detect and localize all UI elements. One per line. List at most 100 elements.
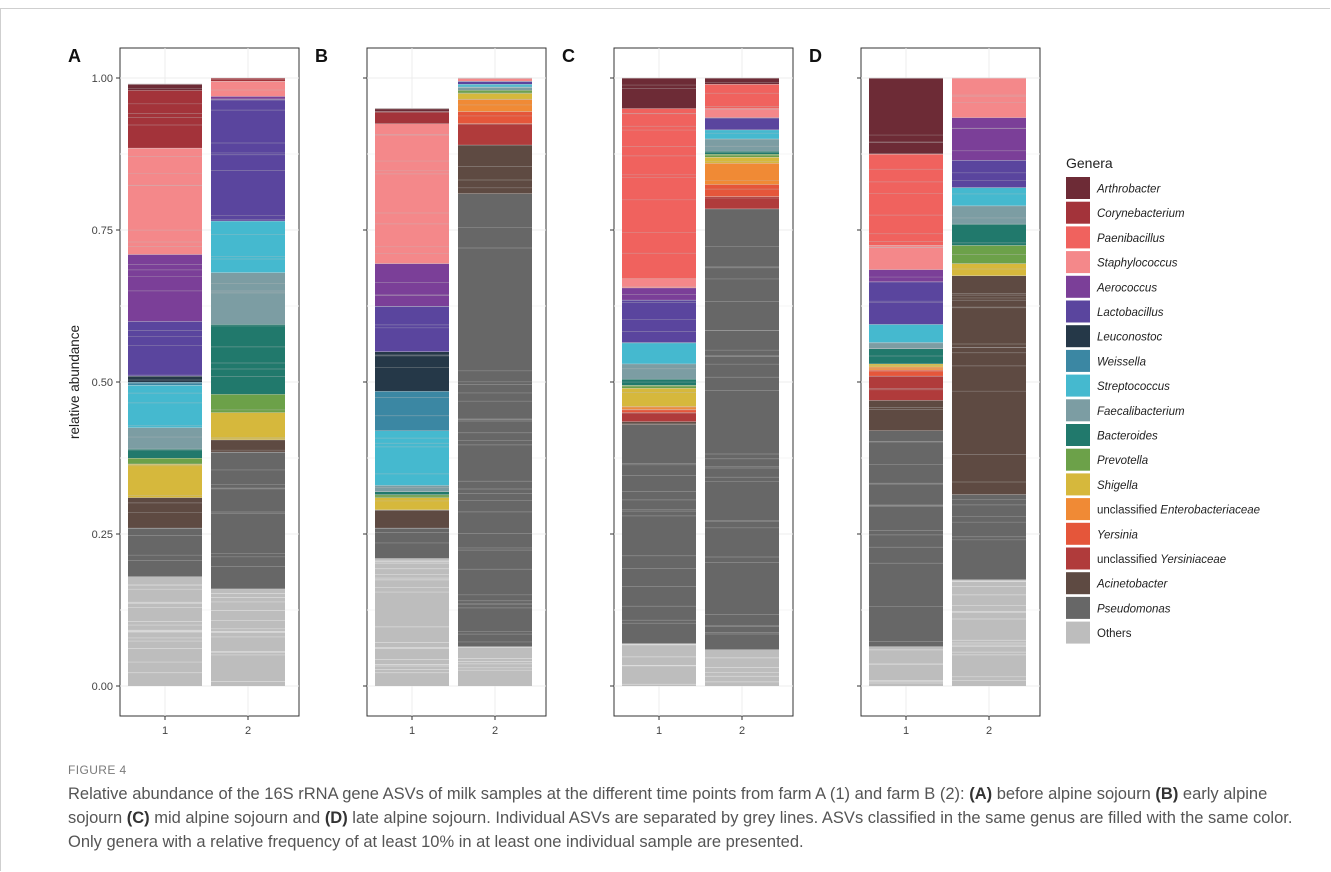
bar-1 <box>128 83 202 686</box>
legend-label: Lactobacillus <box>1097 307 1164 319</box>
legend-label: Faecalibacterium <box>1097 406 1185 418</box>
legend-label-name: Weissella <box>1097 356 1146 368</box>
legend-item: Leuconostoc <box>1066 325 1162 348</box>
bar-segment <box>211 78 285 82</box>
bar-segment <box>705 184 779 197</box>
caption-panel-ref: (D) <box>324 809 348 827</box>
bar-segment <box>952 205 1026 224</box>
bar-segment <box>705 163 779 185</box>
bar-segment <box>869 245 943 270</box>
legend-label: Leuconostoc <box>1097 332 1162 344</box>
legend-label-name: Corynebacterium <box>1097 208 1185 220</box>
legend-label-name: Bacteroides <box>1097 431 1158 443</box>
bar-segment <box>705 150 779 154</box>
legend-label: unclassified Enterobacteriaceae <box>1097 505 1260 517</box>
legend-label-name: Pseudomonas <box>1097 603 1171 615</box>
bar-segment <box>375 108 449 112</box>
bar-segment <box>458 193 532 647</box>
bar-segment <box>211 451 285 589</box>
bar-segment <box>869 154 943 246</box>
bar-segment <box>458 123 532 145</box>
bar-segment <box>211 588 285 686</box>
x-tick-label: 2 <box>739 725 745 737</box>
legend-label-prefix: unclassified <box>1097 554 1160 566</box>
bar-segment <box>211 324 285 395</box>
legend-swatch <box>1066 547 1090 570</box>
bar-1 <box>869 77 943 686</box>
bar-segment <box>869 366 943 370</box>
bar-segment <box>952 245 1026 264</box>
legend-swatch <box>1066 251 1090 274</box>
legend-title: Genera <box>1066 155 1113 171</box>
legend-swatch <box>1066 349 1090 372</box>
legend-label: Shigella <box>1097 480 1138 492</box>
bar-segment <box>375 485 449 492</box>
bar-segment <box>211 412 285 440</box>
legend-item: Pseudomonas <box>1066 596 1171 619</box>
bar-segment <box>869 342 943 349</box>
legend-label-name: Yersinia <box>1097 529 1138 541</box>
bar-segment <box>705 157 779 164</box>
bar-segment <box>869 363 943 367</box>
bar-segment <box>869 324 943 343</box>
legend-item: Lactobacillus <box>1066 300 1164 323</box>
legend-swatch <box>1066 177 1090 199</box>
legend: Genera Arthrobacter Corynebacterium Paeniba… <box>1066 155 1260 644</box>
legend-label: Aerococcus <box>1096 282 1157 294</box>
bar-segment <box>869 348 943 364</box>
bar-segment <box>705 117 779 130</box>
panel-label: C <box>562 46 575 66</box>
y-tick-label: 0.50 <box>92 377 113 389</box>
bar-segment <box>622 424 696 644</box>
bar-1 <box>622 77 696 686</box>
bar-segment <box>375 263 449 306</box>
legend-label: Streptococcus <box>1097 381 1170 393</box>
bar-segment <box>622 412 696 422</box>
bar-segment <box>375 497 449 510</box>
x-tick-label: 1 <box>656 725 662 737</box>
legend-label: unclassified Yersiniaceae <box>1097 554 1226 566</box>
legend-label-name: Arthrobacter <box>1096 184 1161 196</box>
bar-segment <box>375 558 449 686</box>
x-tick-label: 1 <box>409 725 415 737</box>
bar-segment <box>458 646 532 686</box>
legend-label-name: Staphylococcus <box>1097 258 1178 270</box>
bar-segment <box>952 223 1026 246</box>
bar-segment <box>458 87 532 91</box>
legend-swatch <box>1066 300 1090 323</box>
legend-swatch <box>1066 522 1090 545</box>
bar-2 <box>705 77 779 686</box>
legend-item: unclassified Enterobacteriaceae <box>1066 498 1260 521</box>
bar-2 <box>458 77 532 686</box>
legend-swatch <box>1066 201 1090 224</box>
legend-label: Pseudomonas <box>1097 603 1171 615</box>
bar-segment <box>128 464 202 498</box>
legend-label: Corynebacterium <box>1097 208 1185 220</box>
legend-label: Paenibacillus <box>1097 233 1165 245</box>
bar-segment <box>622 78 696 109</box>
legend-swatch <box>1066 374 1090 397</box>
bar-segment <box>458 84 532 88</box>
legend-item: Streptococcus <box>1066 374 1170 397</box>
legend-item: Staphylococcus <box>1066 251 1178 274</box>
y-tick-label: 0.25 <box>92 529 113 541</box>
bar-segment <box>622 342 696 364</box>
caption-fragment: early alpine sojourn <box>68 785 1268 827</box>
bar-segment <box>622 385 696 389</box>
bar-segment <box>622 108 696 279</box>
figure-frame <box>0 8 1330 871</box>
legend-swatch <box>1066 572 1090 595</box>
legend-label: Weissella <box>1097 356 1146 368</box>
legend-label: Staphylococcus <box>1097 258 1178 270</box>
bar-segment <box>458 111 532 124</box>
bar-segment <box>869 369 943 376</box>
legend-label-name: Prevotella <box>1097 455 1148 467</box>
caption-panel-ref: (C) <box>126 809 150 827</box>
bar-segment <box>622 278 696 288</box>
bar-segment <box>128 84 202 91</box>
bar-segment <box>952 78 1026 118</box>
bar-segment <box>952 117 1026 161</box>
panel-c: C 1 2 <box>562 46 794 737</box>
x-tick-label: 1 <box>162 725 168 737</box>
bar-2 <box>952 77 1026 686</box>
